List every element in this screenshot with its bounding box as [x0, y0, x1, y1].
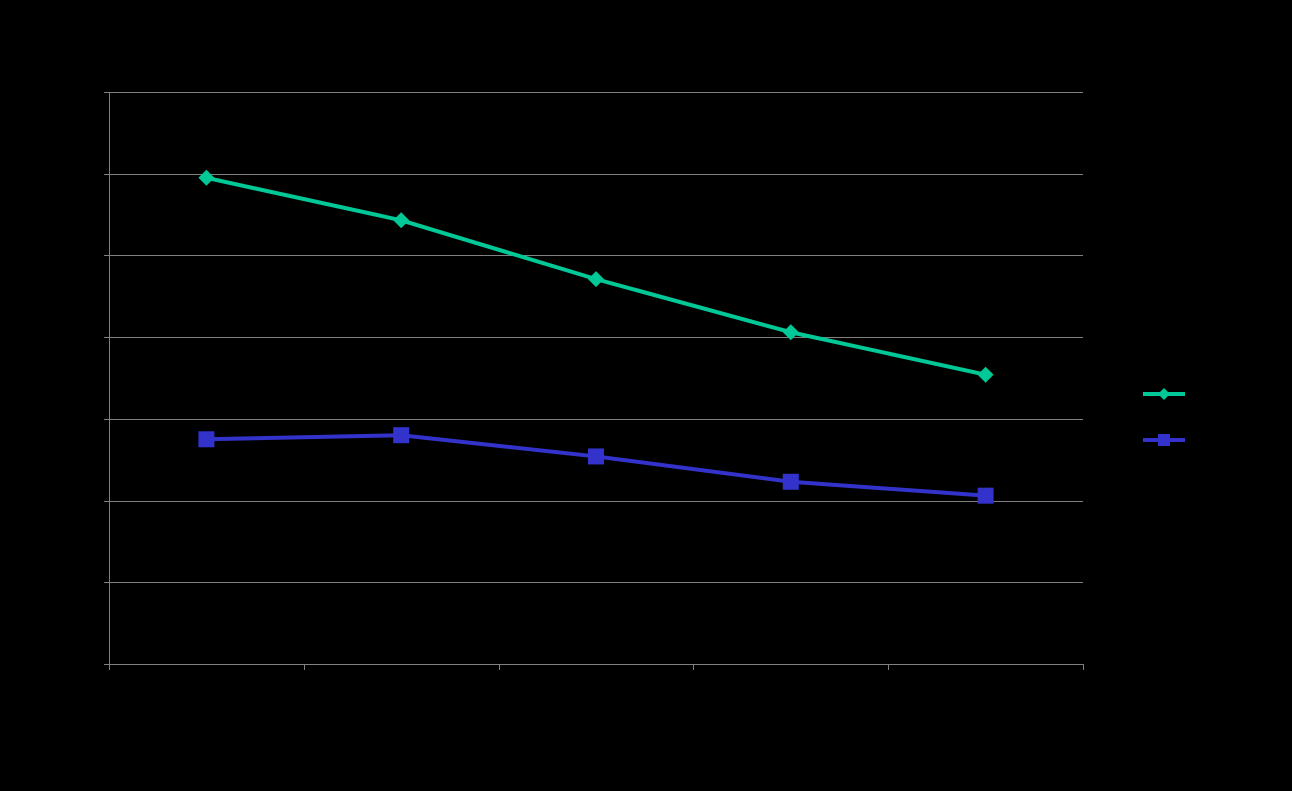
legend-item-1	[1143, 388, 1185, 400]
series-1	[198, 169, 994, 383]
legend-item-2	[1143, 434, 1185, 446]
gridlines	[109, 92, 1083, 583]
data-point	[588, 448, 604, 465]
data-point	[393, 427, 410, 444]
data-point	[782, 473, 799, 490]
data-point	[977, 487, 994, 504]
legend	[1143, 388, 1185, 446]
data-point	[588, 271, 604, 288]
data-point	[977, 366, 994, 383]
data-point	[198, 169, 215, 186]
axes	[104, 92, 1084, 670]
legend-marker	[1158, 434, 1170, 446]
data-series	[198, 169, 994, 504]
data-point	[393, 212, 410, 229]
data-point	[198, 431, 215, 448]
series-2	[198, 427, 994, 504]
data-point	[782, 324, 799, 341]
legend-marker	[1158, 388, 1170, 400]
series-line	[206, 433, 986, 498]
